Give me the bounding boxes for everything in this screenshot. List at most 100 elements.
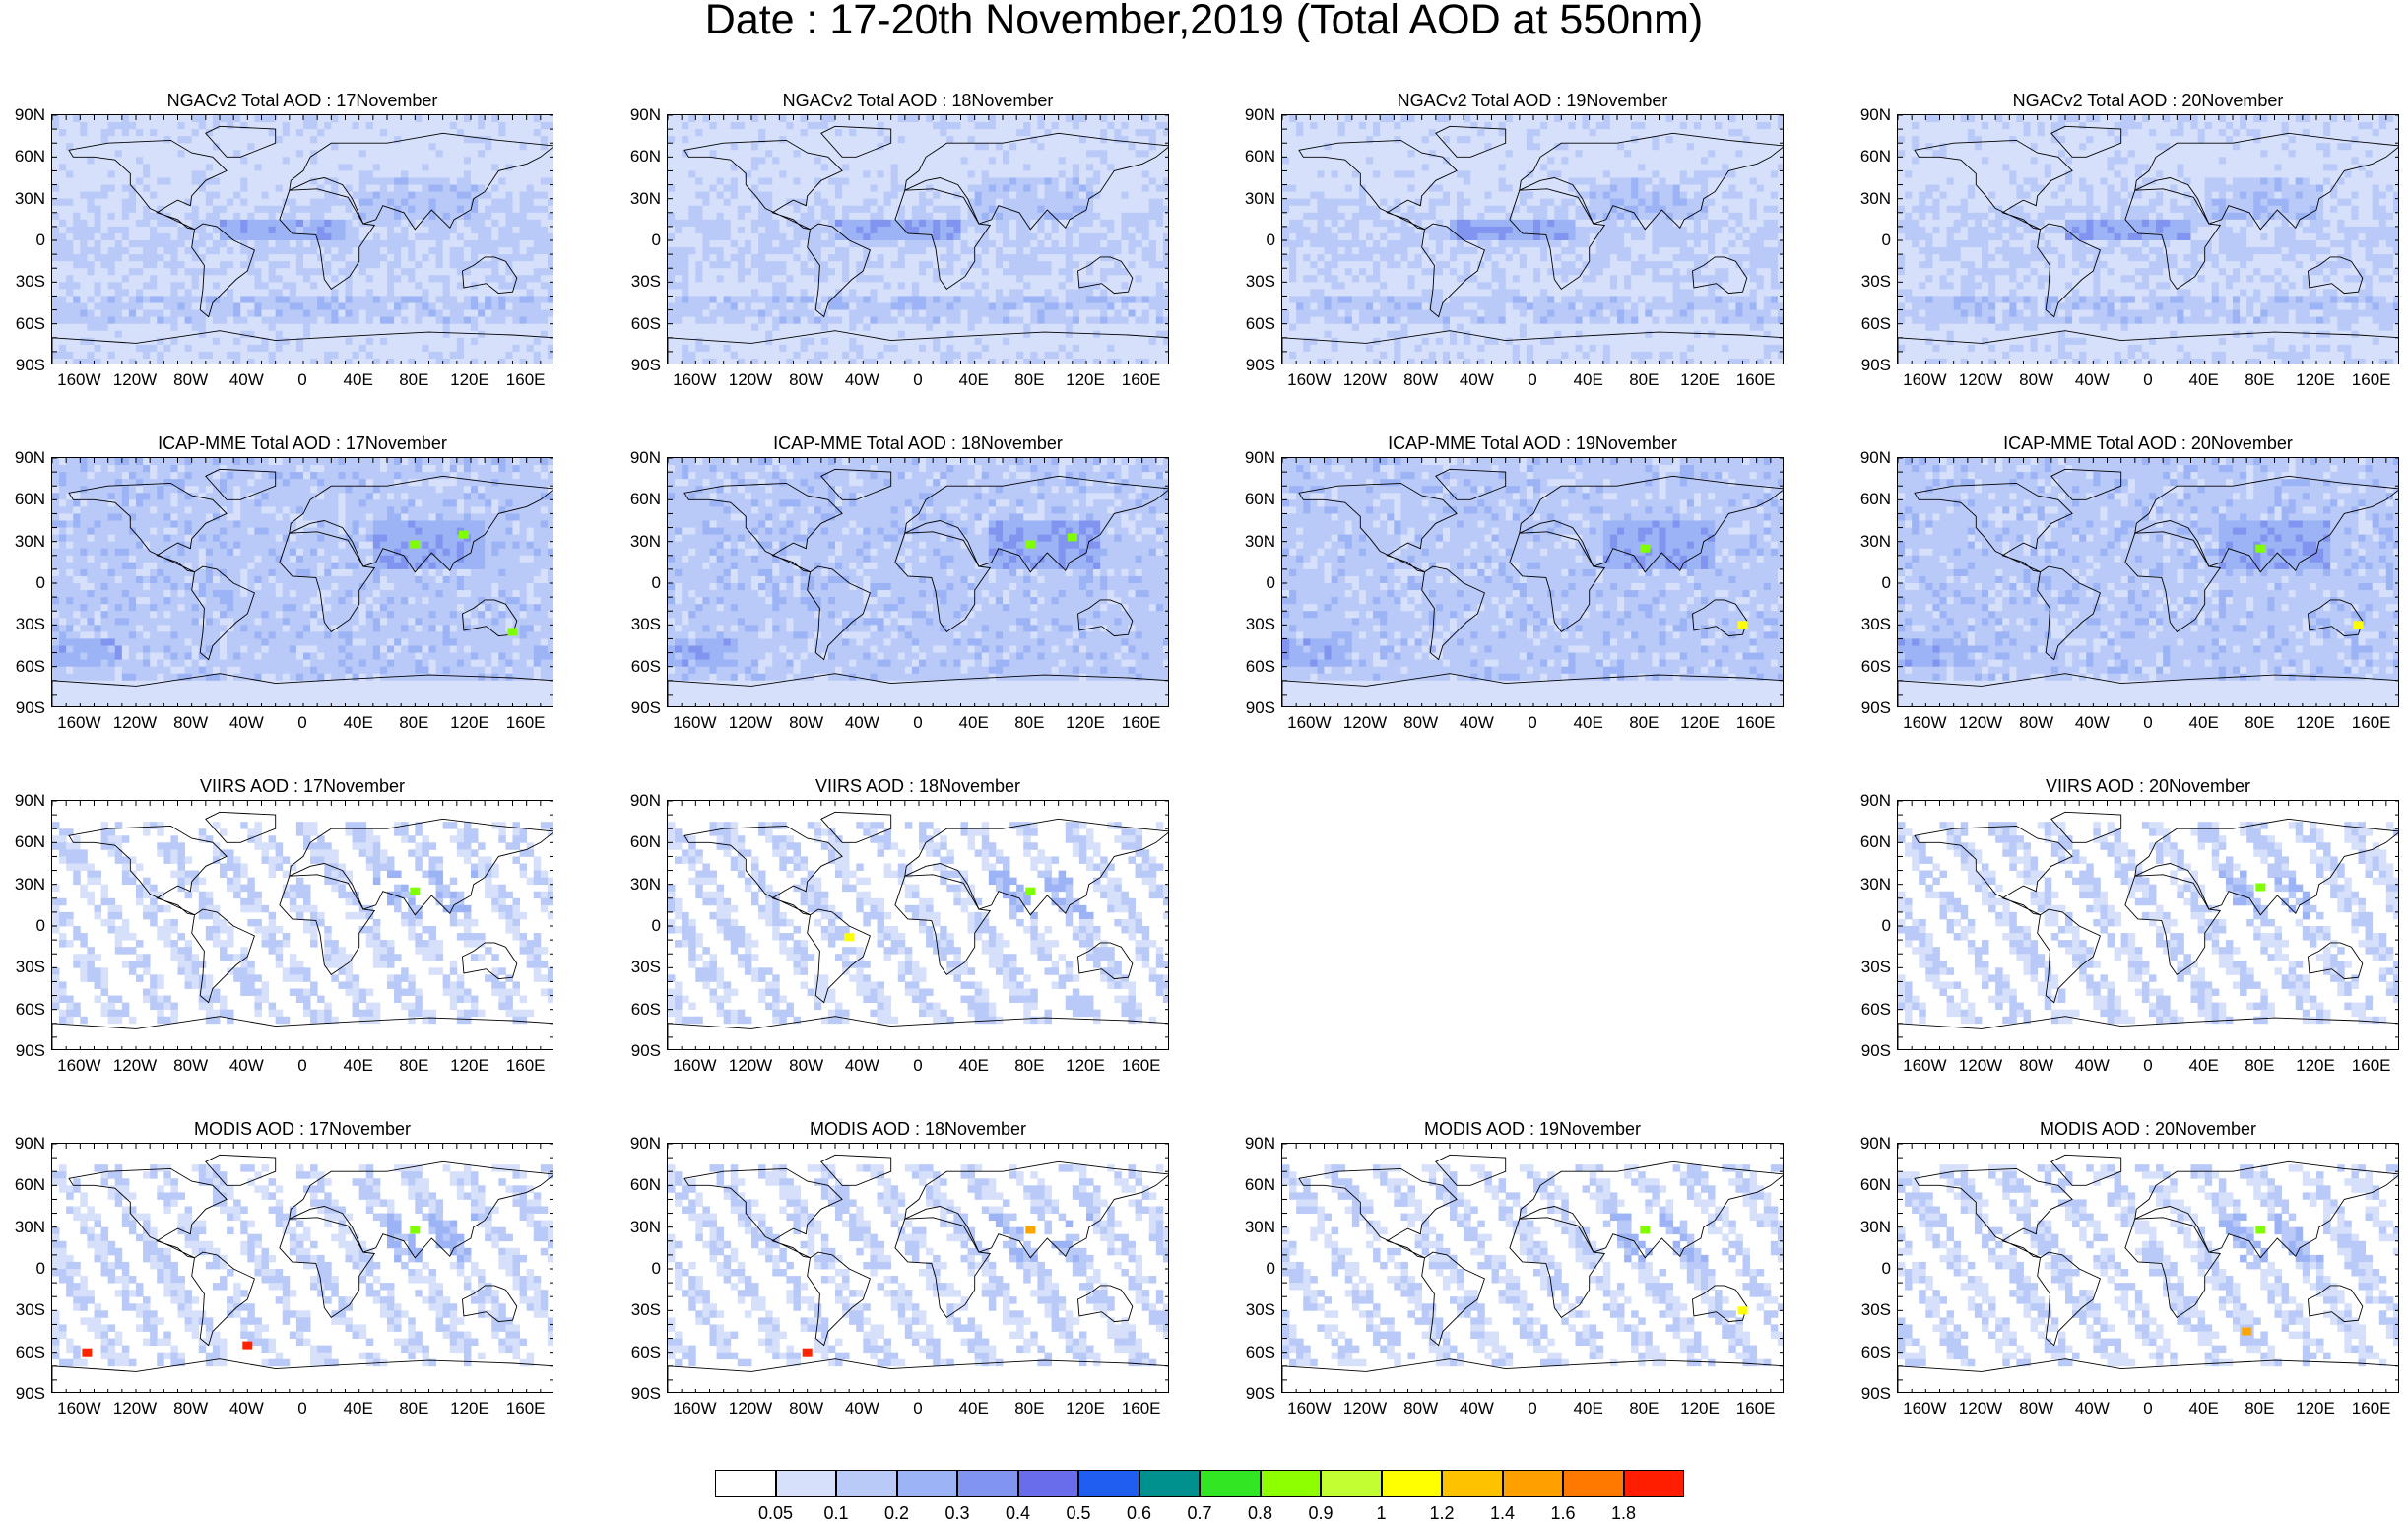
lat-label: 30N xyxy=(0,876,45,893)
panel-title: ICAP-MME Total AOD : 20November xyxy=(1897,433,2399,454)
colorbar-swatch xyxy=(1139,1470,1201,1497)
lat-label: 30N xyxy=(1846,1219,1891,1235)
lat-label: 30N xyxy=(1846,533,1891,550)
lat-label: 0 xyxy=(1230,574,1275,591)
lon-label: 120W xyxy=(1951,1399,2010,1419)
lon-label: 120E xyxy=(440,713,499,733)
lon-label: 40W xyxy=(2062,1399,2121,1419)
lat-label: 90S xyxy=(1846,699,1891,716)
aod-hotspot xyxy=(1025,541,1035,549)
lon-label: 80E xyxy=(2230,713,2289,733)
lat-label: 60N xyxy=(0,1176,45,1193)
lon-label: 120E xyxy=(2286,1399,2345,1419)
lon-label: 0 xyxy=(1503,1399,1562,1419)
panel-title: VIIRS AOD : 18November xyxy=(667,776,1169,797)
lat-label: 0 xyxy=(1846,917,1891,934)
lat-label: 60S xyxy=(0,1344,45,1360)
lon-label: 0 xyxy=(888,713,947,733)
lat-label: 0 xyxy=(1846,574,1891,591)
panel-title: VIIRS AOD : 20November xyxy=(1897,776,2399,797)
lat-label: 90S xyxy=(616,699,661,716)
lon-label: 160W xyxy=(665,370,724,390)
lon-label: 40E xyxy=(944,1056,1004,1076)
aod-hotspot xyxy=(410,1226,420,1234)
lon-label: 120E xyxy=(1056,370,1115,390)
lon-label: 40W xyxy=(832,1056,891,1076)
lat-label: 60S xyxy=(1846,1001,1891,1018)
lat-label: 60S xyxy=(1230,658,1275,675)
panel-title: VIIRS AOD : 17November xyxy=(51,776,553,797)
lon-label: 80W xyxy=(777,713,836,733)
lat-label: 90S xyxy=(1230,699,1275,716)
colorbar-label: 1.8 xyxy=(1594,1503,1654,1524)
lat-label: 30S xyxy=(0,1301,45,1318)
lon-label: 80W xyxy=(2007,1056,2066,1076)
lat-label: 90S xyxy=(616,1042,661,1059)
lon-label: 120W xyxy=(105,713,164,733)
coastline xyxy=(52,1017,553,1050)
lon-label: 160E xyxy=(1112,370,1171,390)
lat-label: 90S xyxy=(1846,357,1891,373)
colorbar-swatch xyxy=(1563,1470,1624,1497)
lat-label: 90N xyxy=(0,792,45,809)
colorbar-swatch xyxy=(1442,1470,1503,1497)
lat-label: 60N xyxy=(616,491,661,507)
aod-hotspot xyxy=(844,933,854,941)
lat-label: 60N xyxy=(1230,148,1275,165)
lon-label: 160W xyxy=(1895,1399,1954,1419)
lat-label: 0 xyxy=(0,574,45,591)
panel-title: NGACv2 Total AOD : 19November xyxy=(1281,91,1784,111)
aod-map xyxy=(668,115,1169,364)
map-frame xyxy=(667,800,1169,1050)
lon-label: 40E xyxy=(329,713,388,733)
panel-title: NGACv2 Total AOD : 18November xyxy=(667,91,1169,111)
panel-title: ICAP-MME Total AOD : 19November xyxy=(1281,433,1784,454)
lon-label: 40E xyxy=(329,1056,388,1076)
lat-label: 60N xyxy=(1846,491,1891,507)
lon-label: 40E xyxy=(1559,713,1618,733)
lon-label: 160W xyxy=(1279,370,1338,390)
lon-label: 80E xyxy=(384,1056,443,1076)
aod-map xyxy=(1282,1144,1784,1393)
lon-label: 80E xyxy=(1614,1399,1673,1419)
lon-label: 160E xyxy=(2342,1399,2401,1419)
colorbar-swatch xyxy=(1018,1470,1079,1497)
aod-hotspot xyxy=(803,1349,813,1357)
lon-label: 40W xyxy=(217,1056,276,1076)
lon-label: 80E xyxy=(1000,713,1059,733)
colorbar-swatch xyxy=(1321,1470,1382,1497)
map-frame xyxy=(51,457,553,707)
lat-label: 60S xyxy=(616,1344,661,1360)
lat-label: 30N xyxy=(0,1219,45,1235)
lat-label: 0 xyxy=(1230,232,1275,248)
lon-label: 120W xyxy=(1951,1056,2010,1076)
map-frame xyxy=(1897,1143,2399,1393)
aod-map xyxy=(52,115,553,364)
aod-map xyxy=(668,1144,1169,1393)
lat-label: 90S xyxy=(0,1042,45,1059)
aod-map xyxy=(668,801,1169,1050)
aod-hotspot xyxy=(410,888,420,895)
lon-label: 120W xyxy=(1335,370,1395,390)
lon-label: 160E xyxy=(1726,1399,1786,1419)
lat-label: 90N xyxy=(0,1135,45,1152)
lon-label: 120W xyxy=(721,1399,780,1419)
colorbar-label: 1.4 xyxy=(1473,1503,1532,1524)
lon-label: 160E xyxy=(1726,370,1786,390)
lon-label: 160E xyxy=(496,1399,555,1419)
lon-label: 80E xyxy=(1614,370,1673,390)
lat-label: 60N xyxy=(616,1176,661,1193)
aod-hotspot xyxy=(1025,888,1035,895)
colorbar-swatch xyxy=(897,1470,958,1497)
colorbar-swatch xyxy=(1200,1470,1261,1497)
lat-label: 90S xyxy=(1230,1385,1275,1402)
colorbar-label: 0.5 xyxy=(1049,1503,1108,1524)
lon-label: 80W xyxy=(1392,1399,1451,1419)
lon-label: 120W xyxy=(1951,713,2010,733)
lat-label: 60S xyxy=(0,1001,45,1018)
lon-label: 40W xyxy=(2062,1056,2121,1076)
